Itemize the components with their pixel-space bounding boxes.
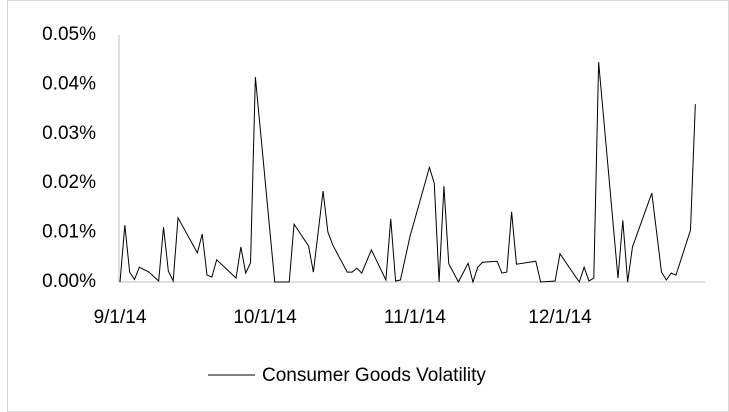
y-tick-label: 0.04% — [42, 73, 96, 94]
x-tick-label: 10/1/14 — [233, 307, 297, 328]
legend-label: Consumer Goods Volatility — [262, 365, 486, 386]
x-tick-label: 11/1/14 — [384, 307, 446, 328]
data-line — [119, 62, 696, 284]
y-tick-label: 0.03% — [42, 123, 96, 144]
x-tick-label: 12/1/14 — [528, 307, 592, 328]
x-tick-label: 9/1/14 — [94, 307, 147, 328]
chart-frame — [7, 0, 729, 412]
y-tick-label: 0.00% — [42, 271, 96, 292]
y-tick-label: 0.05% — [42, 24, 96, 45]
y-tick-label: 0.02% — [42, 172, 96, 193]
y-tick-label: 0.01% — [42, 222, 96, 243]
